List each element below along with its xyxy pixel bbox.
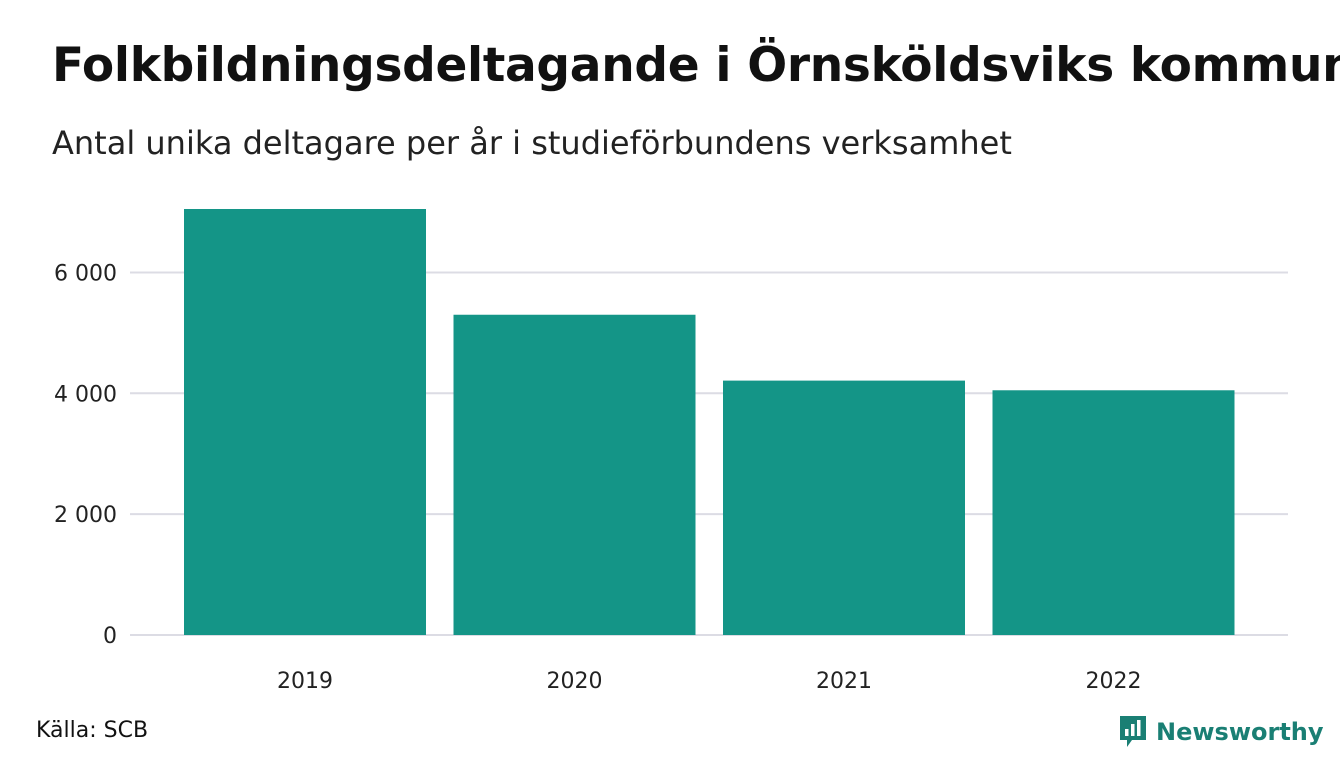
brand-name: Newsworthy bbox=[1156, 718, 1324, 746]
chart-subtitle: Antal unika deltagare per år i studieför… bbox=[52, 124, 1012, 162]
x-tick-label: 2022 bbox=[1086, 669, 1142, 694]
x-tick-label: 2020 bbox=[547, 669, 603, 694]
bar-2021 bbox=[723, 380, 965, 635]
x-axis-tick-labels: 2019 2020 2021 2022 bbox=[277, 669, 1142, 694]
chart-title: Folkbildningsdeltagande i Örnsköldsviks … bbox=[52, 38, 1340, 93]
y-tick-label: 6 000 bbox=[54, 261, 117, 286]
y-tick-label: 4 000 bbox=[54, 382, 117, 407]
y-axis-tick-labels: 0 2 000 4 000 6 000 bbox=[54, 261, 117, 649]
newsworthy-logo: Newsworthy bbox=[1118, 712, 1324, 752]
bar-chart-speech-bubble-icon bbox=[1120, 716, 1146, 747]
bar-2019 bbox=[184, 209, 426, 635]
source-note: Källa: SCB bbox=[36, 718, 149, 743]
bar-2022 bbox=[992, 390, 1235, 635]
bar-2020 bbox=[453, 314, 696, 635]
x-tick-label: 2019 bbox=[277, 669, 333, 694]
bars bbox=[184, 209, 1235, 635]
x-tick-label: 2021 bbox=[816, 669, 872, 694]
y-tick-label: 2 000 bbox=[54, 503, 117, 528]
y-tick-label: 0 bbox=[103, 624, 117, 649]
